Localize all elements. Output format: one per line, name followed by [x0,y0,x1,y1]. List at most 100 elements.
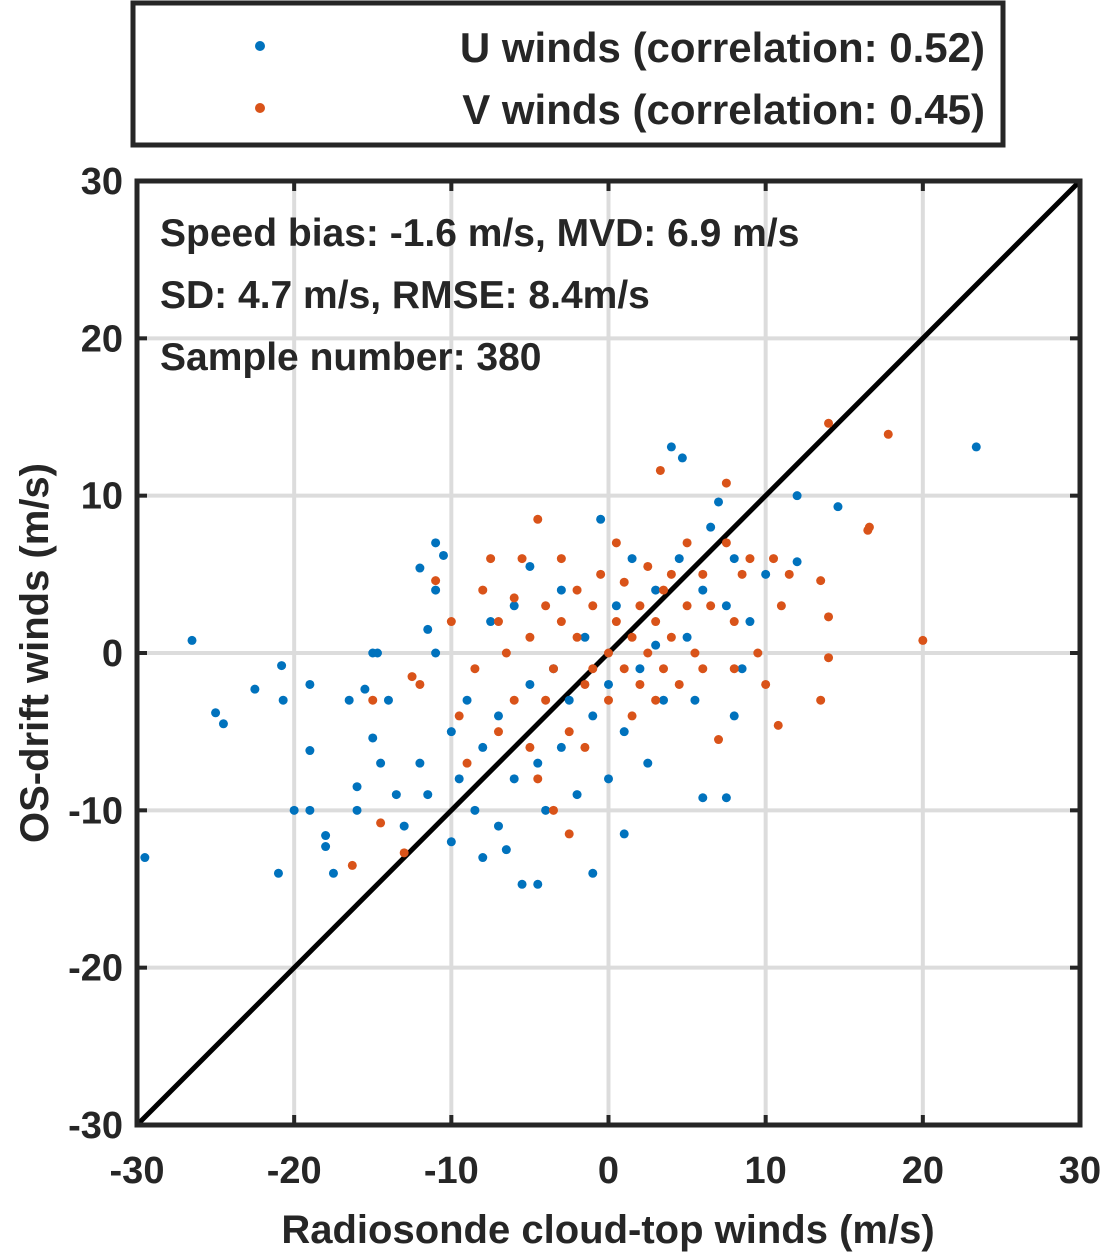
v-wind-point [666,569,676,579]
v-wind-point [635,601,645,611]
u-wind-point [651,640,661,650]
u-wind-point [556,585,566,595]
v-wind-point [399,848,409,858]
u-wind-point [431,585,441,595]
v-wind-point [462,758,472,768]
u-wind-point [792,557,802,567]
u-wind-point [501,845,511,855]
v-wind-point [918,635,928,645]
u-wind-point [493,821,503,831]
legend-marker-v [255,103,265,113]
v-wind-point [698,569,708,579]
v-wind-point [883,429,893,439]
v-wind-point [548,664,558,674]
annotation-line-3: Sample number: 380 [160,336,541,379]
v-wind-point [659,585,669,595]
v-wind-point [737,569,747,579]
y-tick-label: 20 [81,318,123,360]
v-wind-point [478,585,488,595]
v-wind-point [470,664,480,674]
u-wind-point [415,758,425,768]
u-wind-point [525,679,535,689]
v-wind-point [556,617,566,627]
u-wind-point [714,497,724,507]
x-tick-label: 0 [598,1150,619,1192]
u-wind-point [833,502,843,512]
v-wind-point [588,601,598,611]
u-wind-point [376,758,386,768]
legend: U winds (correlation: 0.52) V winds (cor… [130,0,1006,148]
v-wind-point [635,679,645,689]
u-wind-point [218,719,228,729]
v-wind-point [347,860,357,870]
v-wind-point [493,617,503,627]
u-wind-point [391,790,401,800]
v-wind-point [824,612,834,622]
u-wind-point [278,695,288,705]
u-wind-point [399,821,409,831]
v-wind-point [525,742,535,752]
u-wind-point [360,684,370,694]
v-wind-point [655,465,665,475]
x-axis-label: Radiosonde cloud-top winds (m/s) [281,1208,934,1252]
u-wind-point [305,805,315,815]
v-wind-point [816,695,826,705]
v-wind-point [541,601,551,611]
v-wind-point [690,648,700,658]
v-wind-point [666,632,676,642]
u-wind-point [761,569,771,579]
u-wind-point [328,868,338,878]
annotation-line-2: SD: 4.7 m/s, RMSE: 8.4m/s [160,274,650,317]
u-wind-point [438,550,448,560]
x-tick-label: -20 [267,1150,322,1192]
v-wind-point [525,632,535,642]
u-wind-point [533,879,543,889]
v-wind-point [548,805,558,815]
v-wind-point [627,632,637,642]
u-wind-point [627,554,637,564]
annotation-line-1: Speed bias: -1.6 m/s, MVD: 6.9 m/s [160,212,799,255]
v-wind-point [564,727,574,737]
u-wind-point [721,793,731,803]
v-wind-point [486,554,496,564]
v-wind-point [611,617,621,627]
u-wind-point [344,695,354,705]
v-wind-point [415,679,425,689]
v-wind-point [721,538,731,548]
v-wind-point [682,601,692,611]
legend-marker-u [255,41,265,51]
v-wind-point [659,664,669,674]
y-tick-label: -30 [68,1105,123,1147]
v-wind-point [611,538,621,548]
u-wind-point [721,601,731,611]
u-wind-point [446,837,456,847]
u-wind-point [677,453,687,463]
u-wind-point [289,805,299,815]
v-wind-point [454,711,464,721]
legend-label-v: V winds (correlation: 0.45) [462,86,985,133]
u-wind-point [431,648,441,658]
u-wind-point [321,831,331,841]
x-tick-label: 10 [745,1150,787,1192]
v-wind-point [572,585,582,595]
v-wind-point [729,664,739,674]
v-wind-point [619,664,629,674]
data-points [140,418,981,889]
v-wind-point [682,538,692,548]
u-wind-point [509,601,519,611]
axis-ticks: -30 -20 -10 0 10 20 30 -30 -20 -10 0 10 20 30 [68,161,1101,1192]
u-wind-point [454,774,464,784]
u-wind-point [745,617,755,627]
u-wind-point [556,742,566,752]
v-wind-point [604,648,613,658]
u-wind-point [321,842,331,852]
y-tick-label: -20 [68,948,123,990]
u-wind-point [674,554,684,564]
u-wind-point [187,635,197,645]
v-wind-point [674,679,684,689]
u-wind-point [211,708,221,718]
v-wind-point [816,576,826,586]
v-wind-point [509,593,519,603]
u-wind-point [682,632,692,642]
